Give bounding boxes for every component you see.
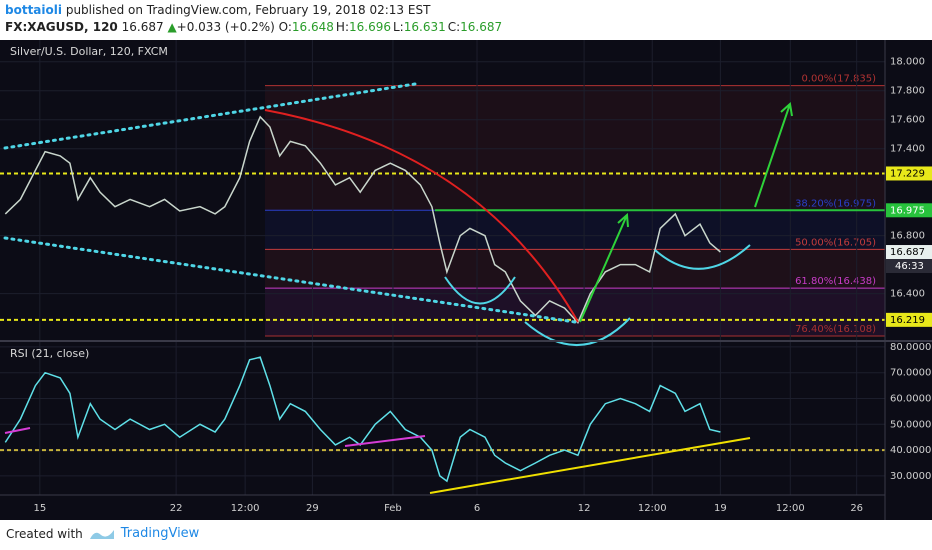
chart: 0.00%(17.835) 38.20%(16.975) 50.00%(16.705… bbox=[0, 40, 932, 520]
trendline bbox=[4, 427, 31, 434]
logo bbox=[89, 529, 114, 539]
quote-line: FX:XAGUSD, 120 16.687 ▲+0.033 (+0.2%) O:… bbox=[5, 19, 504, 36]
fib-label: 61.80%(16.438) bbox=[795, 276, 876, 287]
y-tick-label: 60.0000 bbox=[890, 394, 931, 405]
fib-label: 38.20%(16.975) bbox=[795, 198, 876, 209]
countdown-tag bbox=[886, 259, 932, 274]
ohlc-value: 16.631 bbox=[403, 20, 446, 34]
footer: Created with TradingView bbox=[6, 526, 199, 541]
x-tick-label: 12:00 bbox=[231, 503, 260, 514]
cup bbox=[654, 244, 751, 270]
x-tick-label: 12 bbox=[578, 503, 591, 514]
x-tick-label: 26 bbox=[850, 503, 863, 514]
ohlc-label: O: bbox=[278, 20, 292, 34]
ohlc-value: 16.687 bbox=[460, 20, 503, 34]
fib-zone bbox=[265, 210, 885, 250]
y-tick-label: 18.000 bbox=[890, 57, 925, 68]
series-line bbox=[4, 115, 721, 324]
level-tag bbox=[886, 166, 932, 181]
countdown: 46:33 bbox=[895, 261, 924, 272]
y-tick-label: 80.0000 bbox=[890, 342, 931, 353]
last-price-tag bbox=[886, 245, 932, 260]
header: bottaioli published on TradingView.com, … bbox=[5, 2, 504, 36]
ohlc-label: C: bbox=[447, 20, 461, 34]
change: +0.033 (+0.2%) bbox=[176, 20, 275, 34]
level-tag bbox=[886, 312, 932, 327]
x-tick-label: 22 bbox=[170, 503, 183, 514]
arrow bbox=[579, 212, 629, 323]
ohlc-label: H: bbox=[335, 20, 349, 34]
curve bbox=[264, 109, 579, 323]
published: published on TradingView.com, February 1… bbox=[65, 3, 431, 17]
fib-label: 0.00%(17.835) bbox=[801, 74, 876, 85]
pane-title: RSI (21, close) bbox=[10, 347, 89, 360]
y-tick-label: 16.800 bbox=[890, 231, 925, 242]
ohlc-label: L: bbox=[393, 20, 404, 34]
trendline bbox=[344, 435, 426, 447]
cup bbox=[524, 317, 631, 346]
logo-shape bbox=[89, 529, 114, 539]
fib-label: 50.00%(16.705) bbox=[795, 237, 876, 248]
y-tick-label: 17.400 bbox=[890, 144, 925, 155]
y-tick-label: 40.0000 bbox=[890, 445, 931, 456]
ohlc-value: 16.696 bbox=[349, 20, 391, 34]
y-tick-label: 70.0000 bbox=[890, 368, 931, 379]
x-tick-label: Feb bbox=[384, 503, 402, 514]
cup bbox=[444, 276, 516, 305]
ohlc: O:16.648 H:16.696 L:16.631 C:16.687 bbox=[279, 20, 505, 34]
level-tag-label: 16.219 bbox=[890, 315, 925, 326]
fib-zone bbox=[265, 249, 885, 289]
drawings bbox=[3, 82, 793, 494]
x-tick-label: 29 bbox=[306, 503, 319, 514]
arrow: ▲ bbox=[167, 20, 177, 34]
x-tick-label: 6 bbox=[474, 503, 480, 514]
trendline bbox=[429, 437, 751, 494]
level-tag bbox=[886, 203, 932, 218]
y-tick-label: 16.400 bbox=[890, 289, 925, 300]
trendline bbox=[3, 236, 577, 324]
fib-zone bbox=[265, 288, 885, 336]
fib-label: 76.40%(16.108) bbox=[795, 324, 876, 335]
author[interactable]: bottaioli bbox=[5, 3, 62, 17]
price: 16.687 bbox=[121, 20, 164, 34]
symbol: FX:XAGUSD, 120 bbox=[5, 20, 118, 34]
pane-title: Silver/U.S. Dollar, 120, FXCM bbox=[10, 45, 168, 58]
y-tick-label: 50.0000 bbox=[890, 419, 931, 430]
ohlc-value: 16.648 bbox=[291, 20, 334, 34]
level-tag-label: 17.229 bbox=[890, 168, 925, 179]
fib-zone bbox=[265, 85, 885, 211]
trendline bbox=[3, 82, 417, 150]
y-tick-label: 30.0000 bbox=[890, 471, 931, 482]
x-tick-label: 12:00 bbox=[638, 503, 667, 514]
x-tick-label: 19 bbox=[714, 503, 727, 514]
level-tag-label: 16.975 bbox=[890, 205, 925, 216]
y-tick-label: 17.600 bbox=[890, 115, 925, 126]
x-tick-label: 15 bbox=[33, 503, 46, 514]
arrow bbox=[754, 102, 793, 208]
series-line bbox=[4, 356, 721, 483]
y-tick-label: 17.800 bbox=[890, 86, 925, 97]
brand[interactable]: TradingView bbox=[120, 526, 200, 541]
created-with: Created with bbox=[6, 526, 83, 541]
x-tick-label: 12:00 bbox=[776, 503, 805, 514]
publish-line: bottaioli published on TradingView.com, … bbox=[5, 2, 504, 19]
last-price-label: 16.687 bbox=[890, 247, 925, 258]
